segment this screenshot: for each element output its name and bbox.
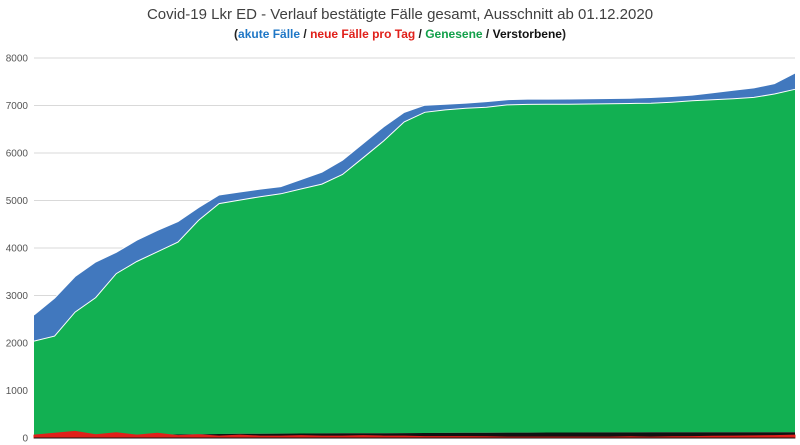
legend-separator: / <box>482 27 493 41</box>
legend-separator: / <box>300 27 311 41</box>
y-tick-label: 1000 <box>6 386 29 397</box>
chart-legend-subtitle: (akute Fälle / neue Fälle pro Tag / Gene… <box>0 27 800 41</box>
legend-close-paren: ) <box>561 27 566 41</box>
recovered-area <box>34 89 795 437</box>
chart-title: Covid-19 Lkr ED - Verlauf bestätigte Fäl… <box>146 6 654 23</box>
acute-cases-edge-line <box>33 72 796 316</box>
y-axis: 0 1000 2000 3000 4000 5000 6000 7000 8000 <box>6 54 29 445</box>
y-tick-label: 6000 <box>6 149 29 160</box>
y-tick-label: 4000 <box>6 244 29 255</box>
recovered-edge-line <box>33 88 796 342</box>
y-tick-label: 2000 <box>6 339 29 350</box>
y-tick-label: 5000 <box>6 196 29 207</box>
legend-acute-cases: akute Fälle <box>238 27 301 41</box>
legend-recovered: Genesene <box>425 27 483 41</box>
legend-new-cases: neue Fälle pro Tag <box>310 27 416 41</box>
series-areas <box>33 72 796 439</box>
y-tick-label: 3000 <box>6 291 29 302</box>
legend-separator: / <box>415 27 426 41</box>
legend-deceased: Verstorbene <box>492 27 562 41</box>
y-tick-label: 7000 <box>6 101 29 112</box>
legend-open-paren: ( <box>234 27 239 41</box>
y-tick-label: 8000 <box>6 54 29 65</box>
y-tick-label: 0 <box>22 434 28 445</box>
